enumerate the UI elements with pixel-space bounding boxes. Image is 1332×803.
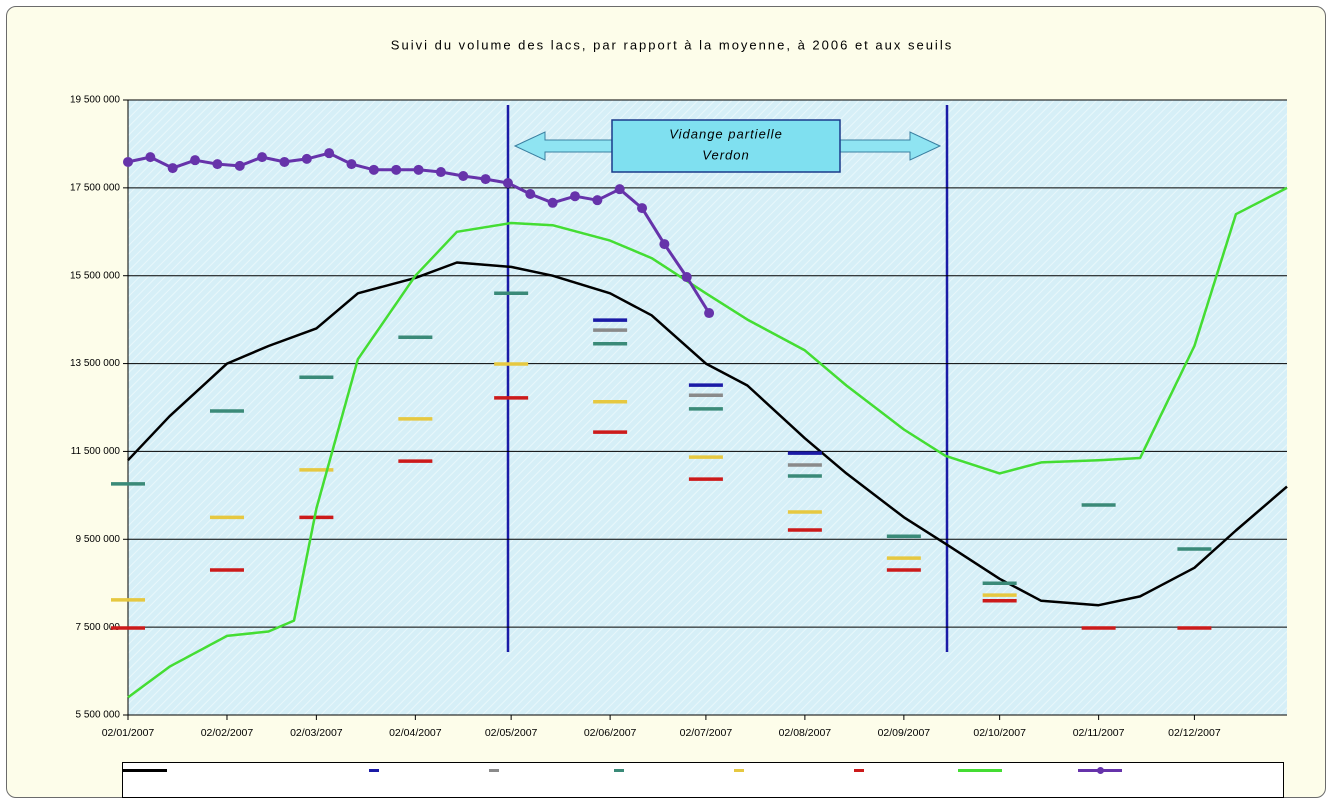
point	[614, 184, 625, 195]
x-tick-label: 02/05/2007	[485, 727, 538, 739]
legend-item	[718, 763, 838, 776]
y-tick-label: 9 500 000	[76, 534, 121, 545]
x-tick-label: 02/08/2007	[779, 727, 832, 739]
point	[681, 272, 692, 283]
point	[123, 156, 133, 167]
legend-item	[123, 763, 353, 776]
legend-swatch-line	[854, 769, 864, 772]
point	[458, 170, 469, 181]
legend-item	[1078, 763, 1278, 776]
y-tick-label: 13 500 000	[70, 358, 120, 369]
x-tick-label: 02/11/2007	[1073, 727, 1125, 739]
point	[569, 191, 580, 202]
legend-swatch	[473, 766, 517, 776]
point	[279, 156, 290, 167]
x-tick-label: 02/12/2007	[1168, 727, 1221, 739]
y-tick-label: 19 500 000	[70, 95, 120, 106]
x-tick-label: 02/10/2007	[973, 727, 1026, 739]
annotation: Vidange partielle	[669, 126, 783, 141]
x-tick-label: 02/07/2007	[680, 727, 733, 739]
point	[167, 163, 178, 174]
legend-swatch-line	[958, 769, 1002, 772]
point	[391, 164, 402, 175]
legend-item	[473, 763, 598, 776]
legend	[122, 762, 1284, 798]
legend-item	[353, 763, 473, 776]
legend-swatch-line	[489, 769, 499, 772]
legend-swatch-marker	[1097, 767, 1104, 774]
point	[234, 160, 245, 171]
y-tick-label: 5 500 000	[76, 710, 121, 721]
legend-swatch-line	[734, 769, 744, 772]
point	[547, 197, 558, 208]
legend-item	[958, 763, 1078, 776]
point	[324, 148, 335, 159]
legend-swatch	[958, 766, 1002, 776]
point	[257, 152, 268, 163]
chart-title: Suivi du volume des lacs, par rapport à …	[391, 37, 953, 52]
legend-swatch-line	[614, 769, 624, 772]
point	[592, 195, 603, 206]
legend-swatch	[598, 766, 642, 776]
legend-item	[598, 763, 718, 776]
annotation-box	[611, 119, 841, 173]
x-tick-label: 02/06/2007	[584, 727, 637, 739]
series-line	[127, 186, 1288, 699]
point	[502, 178, 513, 189]
point	[659, 239, 670, 250]
y-tick-label: 11 500 000	[71, 446, 121, 457]
legend-swatch	[123, 766, 167, 776]
series-line	[127, 261, 1288, 607]
point	[301, 153, 312, 164]
x-tick-label: 02/03/2007	[290, 727, 343, 739]
legend-item	[838, 763, 958, 776]
point	[435, 167, 446, 178]
point	[145, 152, 156, 163]
legend-swatch	[1078, 766, 1122, 776]
point	[190, 155, 201, 166]
x-tick-label: 02/02/2007	[201, 727, 254, 739]
point	[480, 174, 491, 185]
legend-swatch-line	[123, 769, 167, 772]
legend-swatch-line	[369, 769, 379, 772]
point	[704, 308, 715, 319]
point	[637, 203, 648, 214]
legend-swatch	[838, 766, 882, 776]
y-tick-label: 17 500 000	[70, 182, 120, 193]
annotation: Verdon	[702, 147, 749, 162]
x-tick-label: 02/09/2007	[878, 727, 931, 739]
legend-swatch	[718, 766, 762, 776]
point	[413, 164, 424, 175]
legend-swatch	[353, 766, 397, 776]
x-tick-label: 02/04/2007	[389, 727, 442, 739]
point	[525, 189, 536, 200]
y-tick-label: 7 500 000	[76, 622, 121, 633]
point	[368, 164, 379, 175]
point	[346, 159, 357, 170]
point	[212, 159, 223, 170]
y-tick-label: 15 500 000	[70, 270, 120, 281]
x-tick-label: 02/01/2007	[102, 727, 155, 739]
